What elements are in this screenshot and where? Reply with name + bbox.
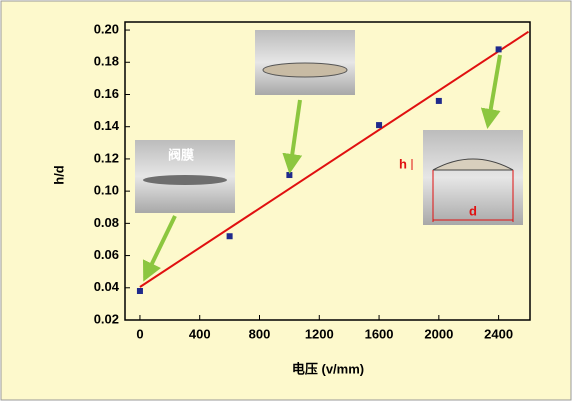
x-tick-label: 1600: [365, 326, 394, 341]
x-tick-label: 0: [136, 326, 143, 341]
data-point: [496, 46, 502, 52]
data-point: [436, 98, 442, 104]
x-tick-label: 1200: [305, 326, 334, 341]
x-tick-label: 2400: [484, 326, 513, 341]
y-tick-label: 0.10: [94, 183, 119, 198]
data-point: [376, 122, 382, 128]
y-tick-label: 0.04: [94, 279, 120, 294]
y-tick-label: 0.08: [94, 215, 119, 230]
x-tick-label: 800: [249, 326, 271, 341]
y-tick-label: 0.12: [94, 150, 119, 165]
inset-label: d: [469, 203, 477, 218]
y-tick-label: 0.14: [94, 118, 120, 133]
x-axis-label: 电压 (v/mm): [292, 361, 364, 376]
chart: h/d 电压 (v/mm) 0.02 0.04 0.06 0.08 0.10 0.12 0.…: [0, 0, 572, 401]
y-tick-label: 0.02: [94, 311, 119, 326]
data-point: [286, 172, 292, 178]
y-tick-label: 0.18: [94, 54, 119, 69]
x-tick-label: 400: [189, 326, 211, 341]
y-tick-label: 0.20: [94, 21, 119, 36]
membrane: [263, 63, 347, 77]
y-tick-label: 0.06: [94, 247, 119, 262]
y-tick-label: 0.16: [94, 86, 119, 101]
inset-label: 阀膜: [168, 147, 194, 162]
membrane: [143, 175, 227, 185]
y-axis-label: h/d: [51, 165, 66, 185]
x-tick-label: 2000: [424, 326, 453, 341]
inset-label: h: [399, 156, 407, 171]
data-point: [137, 288, 143, 294]
data-point: [227, 233, 233, 239]
